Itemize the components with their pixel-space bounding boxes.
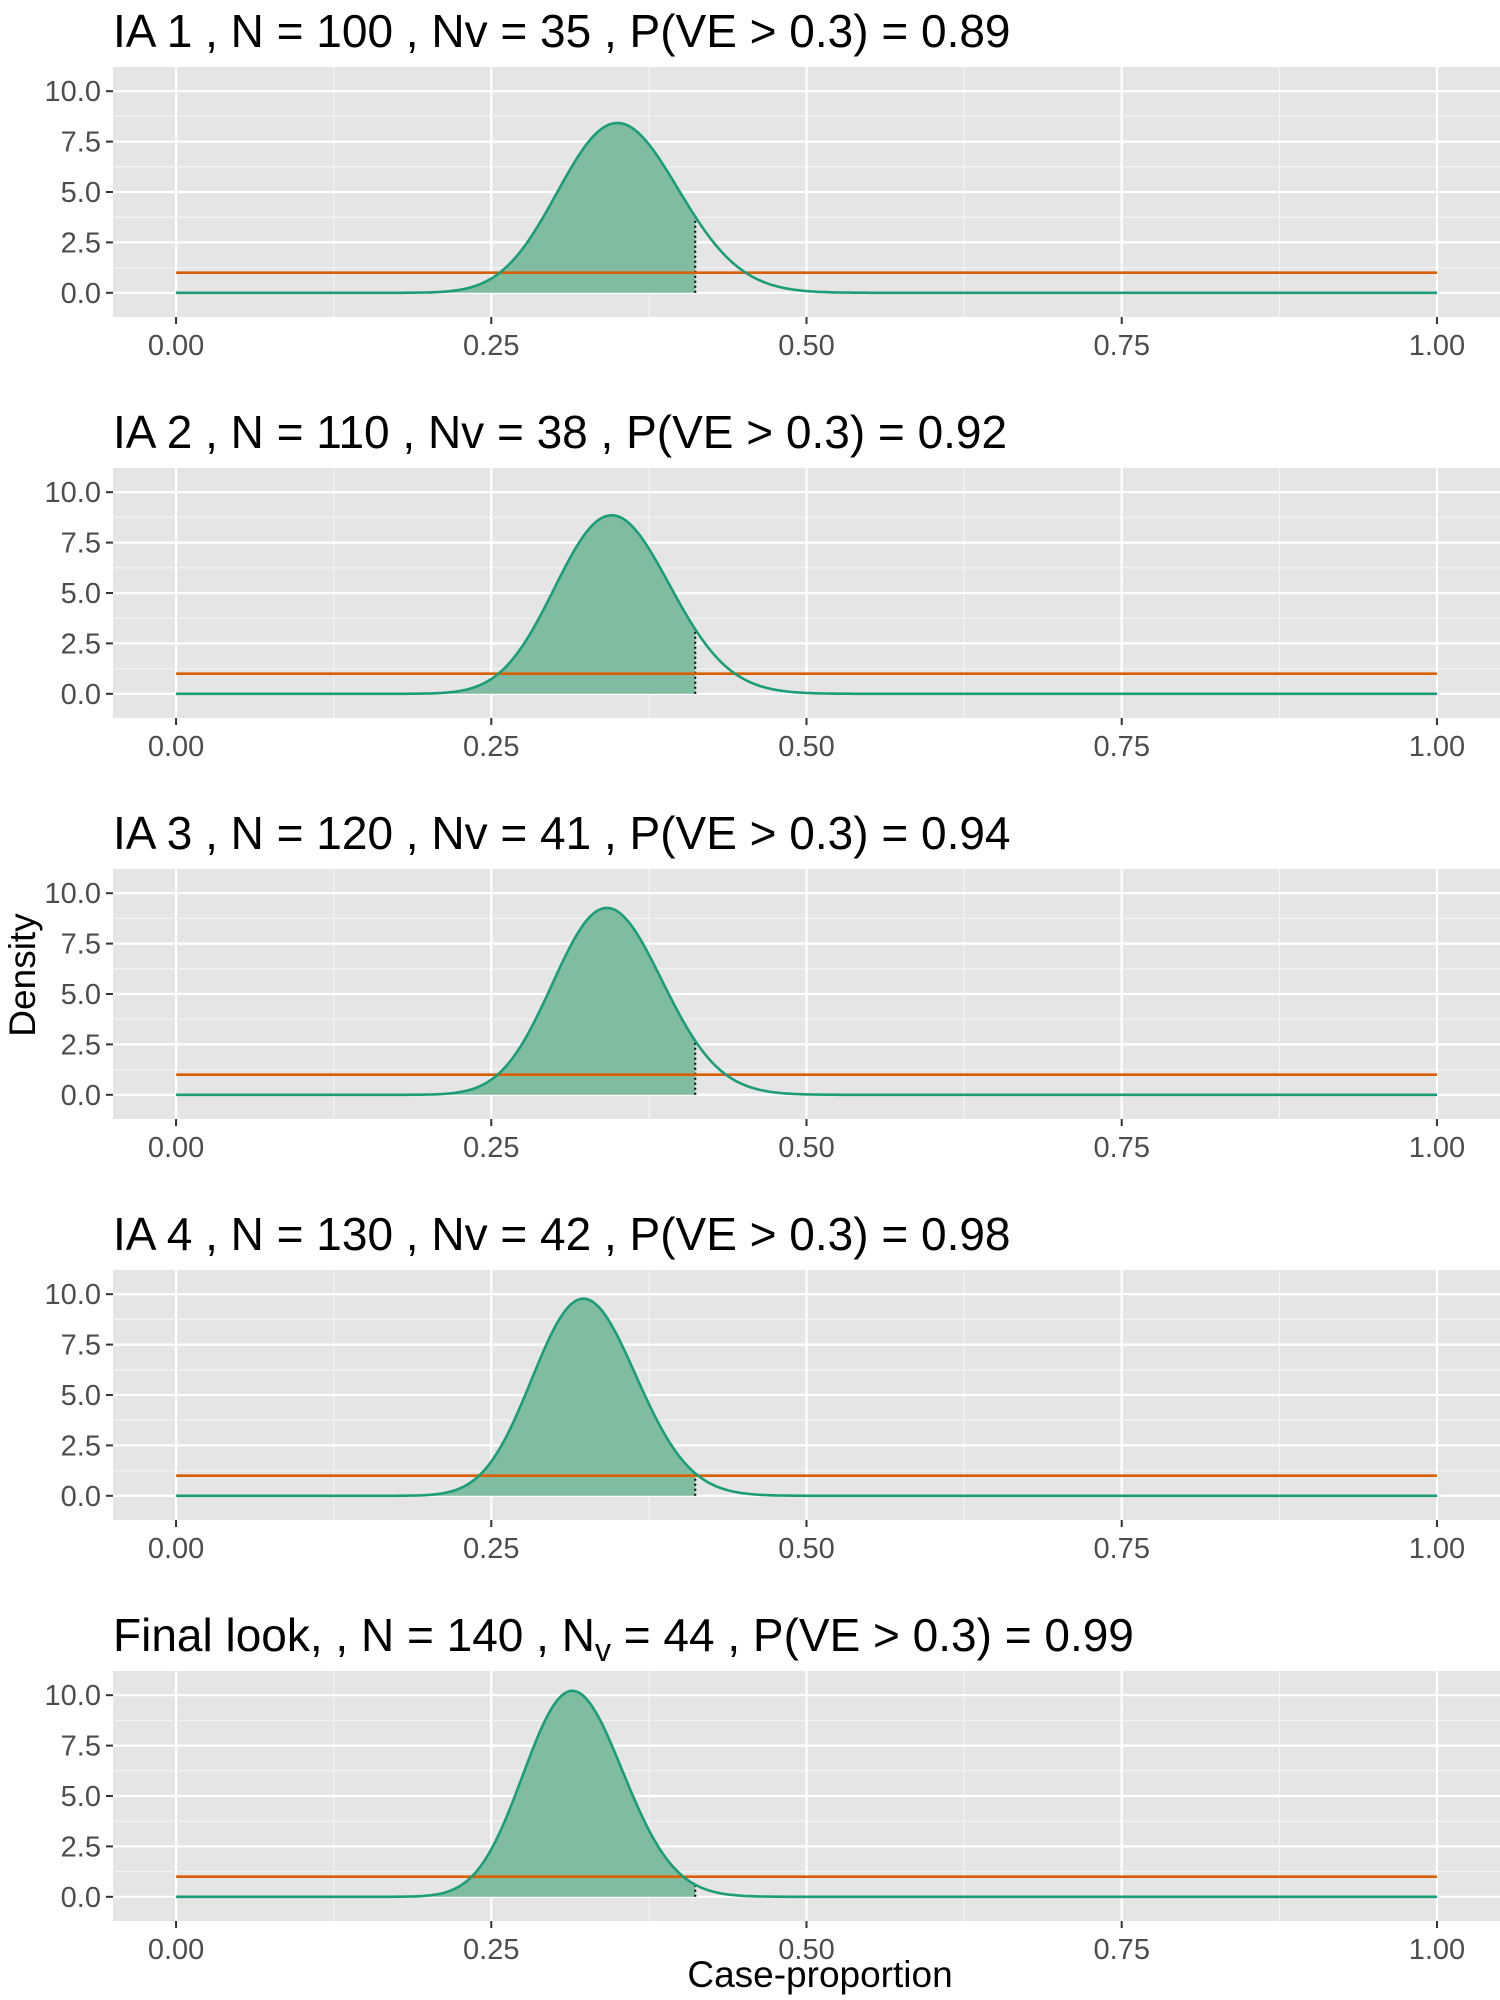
x-tick-label: 0.00	[148, 731, 204, 763]
posterior-shaded-area	[176, 1298, 696, 1496]
x-tick-label: 0.25	[463, 1934, 519, 1966]
y-tick-label: 5.0	[61, 578, 101, 610]
posterior-shaded-area	[176, 515, 696, 694]
x-tick-label: 1.00	[1409, 1934, 1465, 1966]
y-tick-label: 10.0	[45, 878, 101, 910]
panel-5: Final look, , N = 140 , Nv = 44 , P(VE >…	[45, 1609, 1500, 1966]
posterior-density-curve	[176, 906, 1437, 1097]
y-tick-label: 5.0	[61, 1781, 101, 1813]
x-tick-label: 0.25	[463, 731, 519, 763]
y-tick-label: 0.0	[61, 1080, 101, 1112]
y-tick-label: 10.0	[45, 477, 101, 509]
y-tick-label: 7.5	[61, 127, 101, 159]
y-tick-label: 7.5	[61, 1330, 101, 1362]
y-tick-label: 2.5	[61, 227, 101, 259]
x-tick-label: 0.50	[778, 330, 834, 362]
posterior-density-curve	[176, 121, 1437, 295]
y-tick-label: 5.0	[61, 1380, 101, 1412]
y-tick-label: 2.5	[61, 1831, 101, 1863]
x-tick-label: 0.50	[778, 731, 834, 763]
panel-title: Final look, , N = 140 , Nv = 44 , P(VE >…	[113, 1609, 1134, 1668]
posterior-shaded-area	[176, 123, 696, 293]
y-tick-label: 7.5	[61, 1731, 101, 1763]
panel-2: IA 2 , N = 110 , Nv = 38 , P(VE > 0.3) =…	[45, 406, 1500, 763]
x-tick-label: 0.00	[148, 330, 204, 362]
x-tick-label: 1.00	[1409, 731, 1465, 763]
y-tick-label: 0.0	[61, 278, 101, 310]
x-tick-label: 0.25	[463, 1533, 519, 1565]
panel-4: IA 4 , N = 130 , Nv = 42 , P(VE > 0.3) =…	[45, 1208, 1500, 1565]
y-tick-label: 7.5	[61, 929, 101, 961]
x-tick-label: 0.25	[463, 330, 519, 362]
x-tick-label: 0.50	[778, 1533, 834, 1565]
y-axis-title: Density	[2, 913, 43, 1037]
y-tick-label: 7.5	[61, 528, 101, 560]
x-tick-label: 0.75	[1094, 731, 1150, 763]
y-tick-label: 10.0	[45, 76, 101, 108]
x-tick-label: 0.00	[148, 1132, 204, 1164]
x-tick-label: 0.50	[778, 1934, 834, 1966]
y-tick-label: 0.0	[61, 1481, 101, 1513]
y-tick-label: 5.0	[61, 177, 101, 209]
x-tick-label: 0.00	[148, 1934, 204, 1966]
posterior-shaded-area	[176, 907, 696, 1095]
panel-title: IA 3 , N = 120 , Nv = 41 , P(VE > 0.3) =…	[113, 807, 1011, 859]
posterior-density-curve	[176, 1689, 1437, 1899]
panel-3: IA 3 , N = 120 , Nv = 41 , P(VE > 0.3) =…	[45, 807, 1500, 1164]
panel-title: IA 4 , N = 130 , Nv = 42 , P(VE > 0.3) =…	[113, 1208, 1011, 1260]
x-tick-label: 0.75	[1094, 1934, 1150, 1966]
x-tick-label: 1.00	[1409, 330, 1465, 362]
posterior-shaded-area	[176, 1690, 696, 1897]
x-tick-label: 1.00	[1409, 1132, 1465, 1164]
y-tick-label: 0.0	[61, 679, 101, 711]
panel-title: IA 1 , N = 100 , Nv = 35 , P(VE > 0.3) =…	[113, 5, 1011, 57]
x-tick-label: 0.00	[148, 1533, 204, 1565]
x-tick-label: 0.75	[1094, 1533, 1150, 1565]
x-tick-label: 0.75	[1094, 1132, 1150, 1164]
x-tick-label: 0.75	[1094, 330, 1150, 362]
y-tick-label: 2.5	[61, 1029, 101, 1061]
x-axis-title: Case-proportion	[687, 1954, 952, 1995]
y-tick-label: 2.5	[61, 628, 101, 660]
y-tick-label: 0.0	[61, 1882, 101, 1914]
y-tick-label: 10.0	[45, 1279, 101, 1311]
x-tick-label: 0.25	[463, 1132, 519, 1164]
panel-1: IA 1 , N = 100 , Nv = 35 , P(VE > 0.3) =…	[45, 5, 1500, 362]
x-tick-label: 1.00	[1409, 1533, 1465, 1565]
x-tick-label: 0.50	[778, 1132, 834, 1164]
y-tick-label: 10.0	[45, 1680, 101, 1712]
posterior-density-curve	[176, 514, 1437, 696]
posterior-density-curve	[176, 1297, 1437, 1498]
y-tick-label: 2.5	[61, 1430, 101, 1462]
y-tick-label: 5.0	[61, 979, 101, 1011]
panel-title: IA 2 , N = 110 , Nv = 38 , P(VE > 0.3) =…	[113, 406, 1007, 458]
